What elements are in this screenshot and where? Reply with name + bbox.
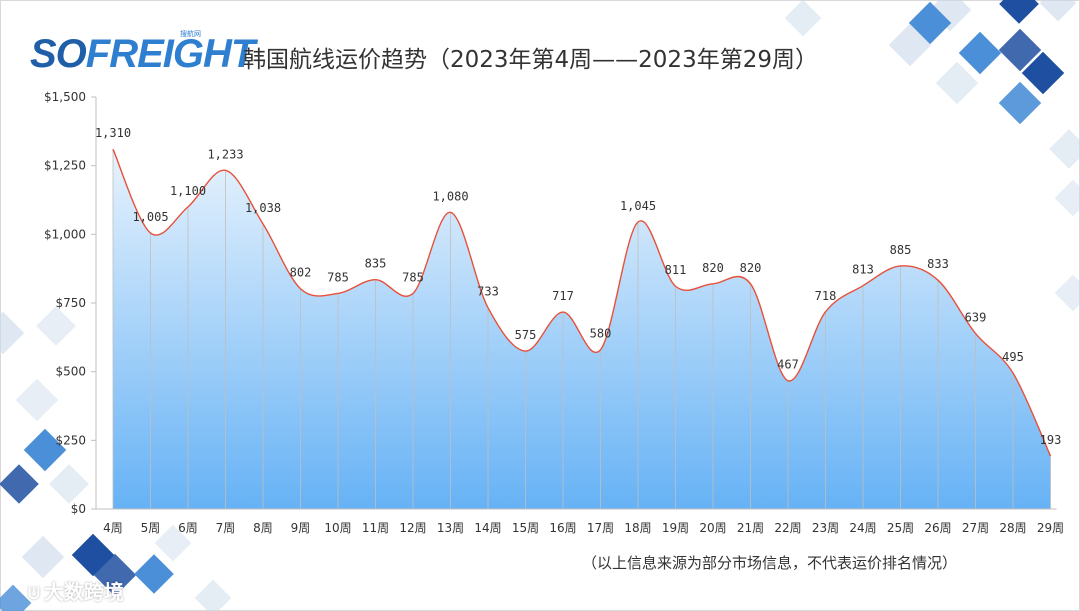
vertical-grid [96,149,1057,510]
x-tick-label: 29周 [1037,521,1064,535]
x-tick-label: 4周 [103,521,123,535]
sofreight-logo: SOFREIGHT [30,32,256,76]
logo-text-freight: FREIGHT [85,32,256,76]
x-tick-label: 26周 [924,521,951,535]
x-tick-label: 8周 [253,521,273,535]
data-label: 718 [815,289,837,303]
x-tick-label: 16周 [549,521,576,535]
y-tick-label: $1,500 [44,90,86,104]
x-tick-label: 11周 [362,521,389,535]
logo-text-so: SO [30,32,87,76]
x-tick-label: 13周 [437,521,464,535]
data-label: 580 [590,327,612,341]
data-label: 1,100 [170,184,206,198]
area-fill-group [113,149,1051,510]
data-label: 1,045 [620,199,656,213]
x-tick-label: 19周 [662,521,689,535]
x-tick-label: 20周 [699,521,726,535]
x-tick-label: 15周 [512,521,539,535]
data-label: 785 [327,270,349,284]
data-label: 820 [740,261,762,275]
data-label: 833 [927,257,949,271]
x-tick-label: 12周 [399,521,426,535]
logo-subtext: 搜航网 [180,30,201,38]
y-tick-label: $500 [55,365,86,379]
x-tick-label: 17周 [587,521,614,535]
y-tick-label: $0 [71,502,86,516]
x-tick-label: 14周 [474,521,501,535]
data-label: 193 [1040,433,1062,447]
data-label: 802 [290,266,312,280]
x-tick-label: 28周 [999,521,1026,535]
chart-title: 韩国航线运价趋势（2023年第4周——2023年第29周） [243,47,818,73]
y-tick-label: $1,000 [44,227,86,241]
x-tick-label: 10周 [324,521,351,535]
y-tick-label: $750 [55,296,86,310]
data-label: 467 [777,358,799,372]
x-tick-label: 21周 [737,521,764,535]
y-axis: $0 $250 $500 $750 $1,000 $1,250 $1,500 [44,90,97,516]
watermark-icon: ᕫ [28,584,40,603]
data-label: 785 [402,270,424,284]
data-label: 835 [365,257,387,271]
watermark: ᕫ 大数跨境 [28,576,124,605]
y-tick-label: $1,250 [44,159,86,173]
watermark-text: 大数跨境 [43,580,124,604]
data-label: 575 [515,328,537,342]
data-label: 639 [965,310,987,324]
x-tick-label: 7周 [216,521,236,535]
x-tick-label: 24周 [849,521,876,535]
x-tick-label: 22周 [774,521,801,535]
x-tick-label: 23周 [812,521,839,535]
data-label: 495 [1002,350,1024,364]
data-label: 717 [552,289,574,303]
data-label: 813 [852,263,874,277]
data-label: 811 [665,263,687,277]
data-label: 733 [477,285,499,299]
series-line-group [112,148,1052,457]
data-label: 1,233 [207,147,243,161]
data-label: 1,080 [432,189,468,203]
data-label: 1,005 [132,210,168,224]
x-tick-label: 6周 [178,521,198,535]
data-label: 885 [890,243,912,257]
data-label: 1,038 [245,201,281,215]
x-tick-label: 27周 [962,521,989,535]
x-tick-label: 25周 [887,521,914,535]
x-axis: 4周 5周 6周 7周 8周 9周 10周 11周 12周 13周 14周 15周 16周 17周 18周 1… [103,521,1064,535]
data-label: 1,310 [95,126,131,140]
x-tick-label: 18周 [624,521,651,535]
source-note: （以上信息来源为部分市场信息，不代表运价排名情况） [582,554,958,572]
data-label: 820 [702,261,724,275]
x-tick-label: 5周 [141,521,161,535]
series-line [112,148,1052,457]
y-tick-label: $250 [55,433,86,447]
area-fill [113,149,1051,510]
x-tick-label: 9周 [291,521,311,535]
